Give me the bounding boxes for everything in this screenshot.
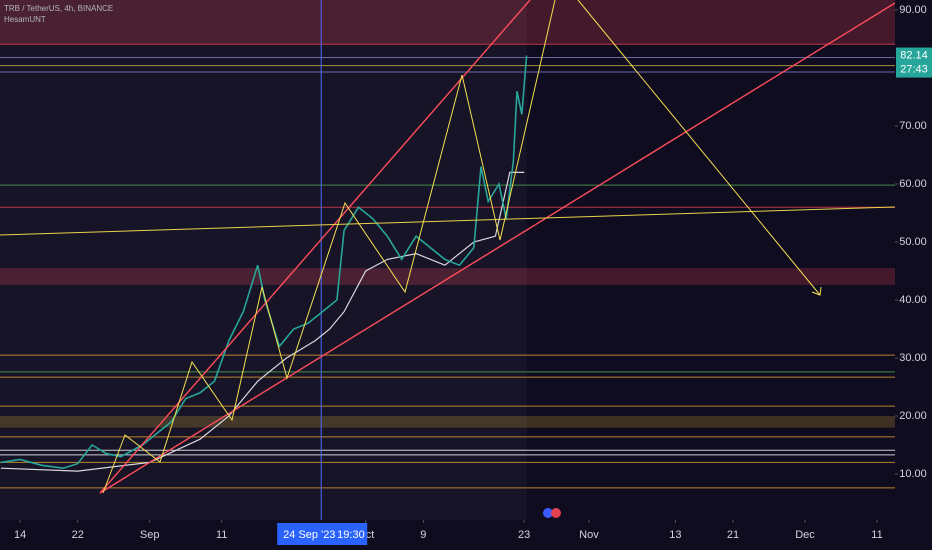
zigzag — [102, 0, 556, 494]
y-tick-label: 10.00 — [899, 468, 927, 480]
event-icon[interactable] — [551, 508, 561, 518]
last-price-label: 82.14 — [900, 49, 928, 61]
x-tick-label: 11 — [871, 529, 882, 541]
y-tick-label: 20.00 — [899, 410, 927, 422]
y-tick-label: 30.00 — [899, 352, 927, 364]
channel-lower — [99, 2, 896, 494]
x-tick-label: 14 — [14, 529, 26, 541]
x-tick-label: Nov — [579, 529, 599, 541]
crosshair-tag — [277, 523, 368, 545]
crosshair-time: 19:30 — [337, 529, 365, 541]
over-layer: 10.00 20.00 30.00 40.00 50.00 60.00 70.00 90.00… — [14, 4, 932, 545]
y-tick-label: 70.00 — [899, 120, 927, 132]
channel-upper — [99, 0, 531, 494]
price-line — [0, 55, 528, 470]
zone — [0, 268, 895, 285]
indicator-line — [0, 171, 525, 472]
x-tick-label: Sep — [140, 529, 160, 541]
x-tick-label: 9 — [420, 529, 426, 541]
y-axis-panel — [895, 0, 932, 520]
under-layer — [0, 0, 895, 520]
forecast — [577, 0, 821, 296]
x-tick-label: Dec — [795, 529, 815, 541]
x-axis-panel — [0, 520, 932, 550]
y-tick-label: 50.00 — [899, 236, 927, 248]
zone — [0, 0, 895, 45]
x-tick-label: 11 — [216, 529, 227, 541]
crosshair-date: 24 Sep '23 — [283, 529, 335, 541]
x-tick-label: 22 — [72, 529, 84, 541]
x-tick-label: 21 — [727, 529, 739, 541]
chart-title: TRB / TetherUS, 4h, BINANCE — [4, 4, 113, 13]
x-tick-label: 13 — [669, 529, 681, 541]
indicator-name: HesamUNT — [4, 15, 46, 24]
trend-line — [0, 206, 896, 236]
y-tick-label: 40.00 — [899, 294, 927, 306]
event-icon[interactable] — [543, 508, 553, 518]
countdown: 27:43 — [900, 63, 928, 75]
zone — [0, 416, 895, 428]
y-tick-label: 60.00 — [899, 178, 927, 190]
last-price-tag — [896, 47, 932, 78]
y-tick-label: 90.00 — [899, 4, 927, 16]
drawings — [0, 0, 896, 494]
x-tick-label: 23 — [518, 529, 530, 541]
arrow-head — [811, 286, 822, 296]
